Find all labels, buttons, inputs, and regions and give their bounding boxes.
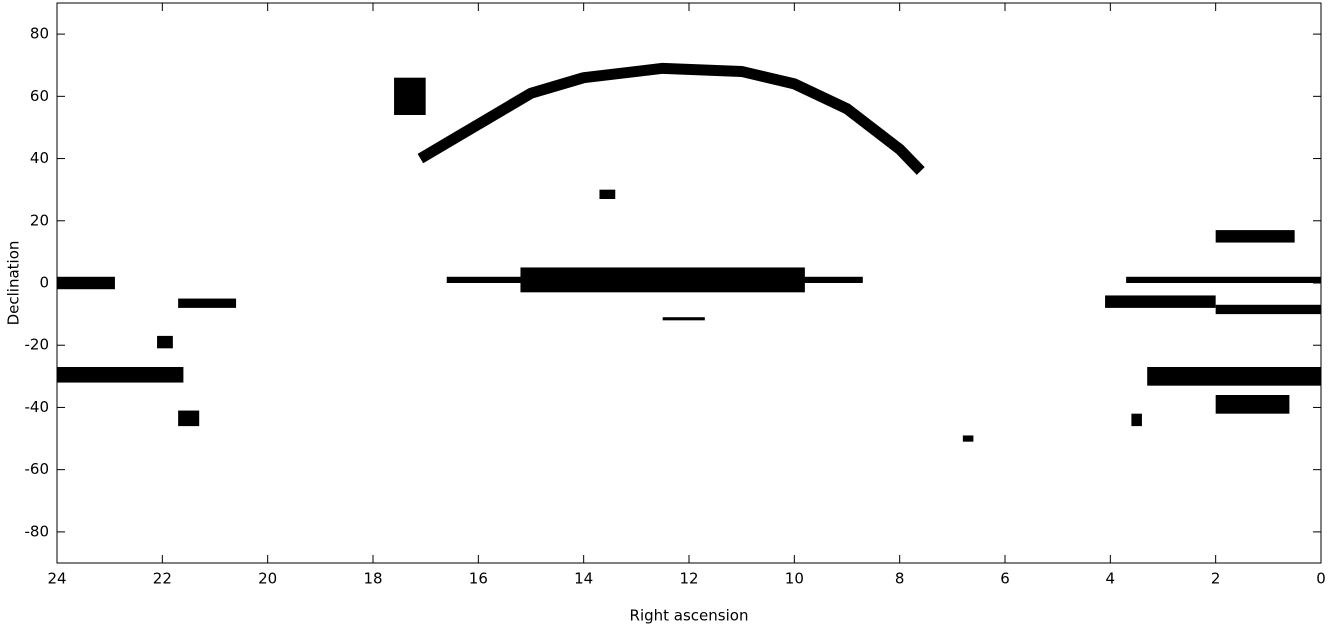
density-region [599, 189, 616, 199]
y-tick-label: 20 [30, 211, 49, 229]
density-region [1126, 276, 1321, 283]
x-tick-label: 4 [1106, 570, 1116, 588]
density-region [1105, 295, 1216, 308]
y-tick-label: -60 [25, 460, 50, 478]
x-axis-label: Right ascension [630, 607, 749, 625]
density-region [962, 435, 974, 442]
x-tick-label: 12 [679, 570, 698, 588]
x-tick-label: 16 [469, 570, 488, 588]
density-region [1215, 304, 1321, 315]
density-region [1131, 413, 1142, 427]
y-tick-label: 0 [39, 274, 49, 292]
density-region [394, 77, 426, 115]
density-region [157, 335, 173, 349]
density-region [57, 276, 115, 290]
x-tick-label: 10 [785, 570, 804, 588]
x-tick-label: 14 [574, 570, 593, 588]
y-tick-label: -40 [25, 398, 50, 416]
y-tick-label: 40 [30, 149, 49, 167]
density-region [57, 367, 184, 383]
density-region [1215, 230, 1295, 243]
density-region [1147, 367, 1321, 386]
density-region [178, 410, 200, 427]
x-tick-label: 22 [153, 570, 172, 588]
x-tick-label: 24 [47, 570, 66, 588]
x-tick-label: 6 [1000, 570, 1010, 588]
x-tick-label: 18 [363, 570, 382, 588]
density-region [1215, 395, 1290, 414]
y-tick-label: -20 [25, 336, 50, 354]
x-tick-label: 0 [1316, 570, 1326, 588]
density-arc [417, 62, 925, 175]
x-tick-label: 8 [895, 570, 905, 588]
density-region [662, 317, 705, 321]
density-region [178, 298, 237, 308]
y-tick-label: 60 [30, 87, 49, 105]
x-tick-label: 20 [258, 570, 277, 588]
y-axis-label: Declination [5, 241, 23, 326]
density-region [520, 267, 805, 293]
x-tick-label: 2 [1211, 570, 1221, 588]
y-tick-label: 80 [30, 25, 49, 43]
y-tick-label: -80 [25, 522, 50, 540]
